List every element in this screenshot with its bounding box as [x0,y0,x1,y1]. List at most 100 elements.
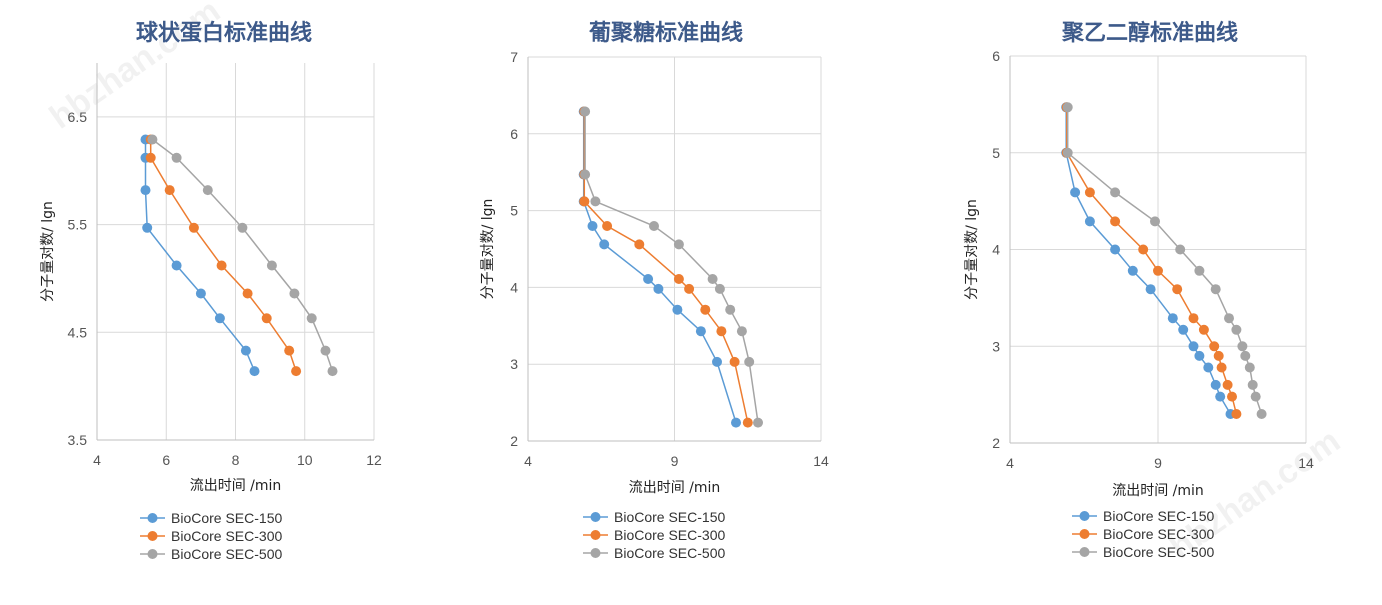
y-axis-label: 分子量对数/ lgn [964,199,980,300]
y-axis-label: 分子量对数/ lgn [480,199,496,300]
data-point-sec-500 [753,417,763,428]
x-axis-label: 流出时间 /min [1112,483,1204,499]
data-point-sec-500 [1110,187,1121,198]
y-tick-label: 2 [510,433,518,449]
y-tick-label: 3 [992,338,1000,354]
data-point-sec-150 [1167,313,1178,324]
legend-marker [590,548,601,558]
data-point-sec-300 [602,221,613,231]
data-point-sec-500 [1231,324,1242,335]
data-point-sec-300 [188,222,199,233]
data-point-sec-500 [147,134,158,145]
data-point-sec-300 [1084,187,1095,198]
data-point-sec-500 [580,169,591,180]
chart-1: 球状蛋白标准曲线 3.5 4.5 5.5 6.5 4 6 8 10 12 流出时间 /min 分子量对… [40,20,382,562]
chart-2: 葡聚糖标准曲线 2 3 4 5 6 7 4 9 14 流出时间 /min 分子量对数/ lgn BioC… [480,20,829,561]
y-tick-label: 4 [510,279,518,295]
x-tick-label: 6 [162,452,170,468]
x-tick-label: 14 [1298,455,1314,471]
data-point-sec-300 [1153,265,1163,276]
series-line-sec-500 [1066,107,1263,415]
data-point-sec-500 [266,260,277,271]
data-point-sec-300 [164,185,175,196]
data-point-sec-500 [1194,265,1205,276]
legend-item-sec-300: BioCore SEC-300 [140,528,282,544]
data-point-sec-150 [1215,391,1226,402]
y-tick-label: 2 [992,435,1000,451]
x-tick-label: 4 [524,453,532,469]
data-point-sec-500 [707,274,718,284]
data-point-sec-500 [327,366,338,377]
data-point-sec-500 [736,326,747,337]
data-point-sec-150 [1084,216,1095,227]
data-point-sec-300 [1188,313,1199,324]
data-point-sec-150 [643,274,654,284]
x-tick-label: 9 [1154,455,1162,471]
data-point-sec-500 [673,239,684,250]
legend-marker [147,531,158,541]
legend-label: BioCore SEC-500 [171,546,282,562]
series-line-sec-300 [583,111,749,423]
legend-label: BioCore SEC-150 [171,510,282,526]
data-point-sec-300 [1209,341,1220,352]
x-axis-label: 流出时间 /min [190,478,282,494]
data-point-sec-150 [599,239,610,250]
data-point-sec-500 [649,221,659,231]
legend-item-sec-150: BioCore SEC-150 [1072,508,1214,524]
data-point-sec-500 [1250,391,1261,402]
data-point-sec-500 [1240,350,1251,361]
data-point-sec-300 [1213,350,1224,361]
data-point-sec-500 [306,313,317,324]
data-point-sec-500 [1247,379,1258,390]
y-tick-label: 7 [510,49,518,65]
legend-marker [1079,511,1090,521]
data-point-sec-300 [291,366,302,377]
data-point-sec-300 [1138,244,1149,255]
data-point-sec-300 [284,345,295,356]
data-point-sec-500 [1244,362,1255,373]
data-point-sec-300 [742,417,753,428]
data-point-sec-500 [320,345,331,356]
data-point-sec-150 [1127,265,1138,276]
y-tick-label: 6 [992,48,1000,64]
y-tick-label: 3 [510,356,518,372]
data-point-sec-500 [744,356,755,367]
legend-item-sec-300: BioCore SEC-300 [583,527,725,543]
legend-label: BioCore SEC-300 [614,527,725,543]
data-point-sec-500 [725,304,736,315]
data-point-sec-300 [634,239,645,250]
legend-label: BioCore SEC-150 [614,509,725,525]
y-tick-label: 4.5 [68,324,88,340]
series-line-sec-150 [582,111,737,423]
legend-label: BioCore SEC-300 [1103,526,1214,542]
data-point-sec-300 [242,288,253,299]
data-point-sec-150 [731,417,741,428]
y-tick-label: 5.5 [68,217,88,233]
legend-label: BioCore SEC-150 [1103,508,1214,524]
data-point-sec-150 [140,185,151,196]
y-tick-label: 6 [510,126,518,142]
chart-title: 球状蛋白标准曲线 [136,20,312,46]
data-point-sec-150 [1203,362,1214,373]
data-point-sec-300 [729,356,740,367]
data-point-sec-150 [214,313,225,324]
x-tick-label: 9 [671,453,679,469]
data-point-sec-150 [672,304,683,315]
legend-marker [147,513,158,523]
data-point-sec-300 [1110,216,1121,227]
data-point-sec-300 [1222,379,1233,390]
legend-marker [147,549,158,559]
data-point-sec-150 [1188,341,1199,352]
legend-item-sec-500: BioCore SEC-500 [583,545,725,561]
data-point-sec-150 [1070,187,1081,198]
y-tick-label: 6.5 [68,109,88,125]
data-point-sec-500 [171,152,182,163]
x-tick-label: 12 [366,452,382,468]
data-point-sec-150 [1194,350,1205,361]
x-tick-label: 8 [232,452,240,468]
legend-label: BioCore SEC-500 [614,545,725,561]
legend-label: BioCore SEC-500 [1103,544,1214,560]
chart-title: 聚乙二醇标准曲线 [1061,20,1238,46]
data-point-sec-300 [216,260,227,271]
